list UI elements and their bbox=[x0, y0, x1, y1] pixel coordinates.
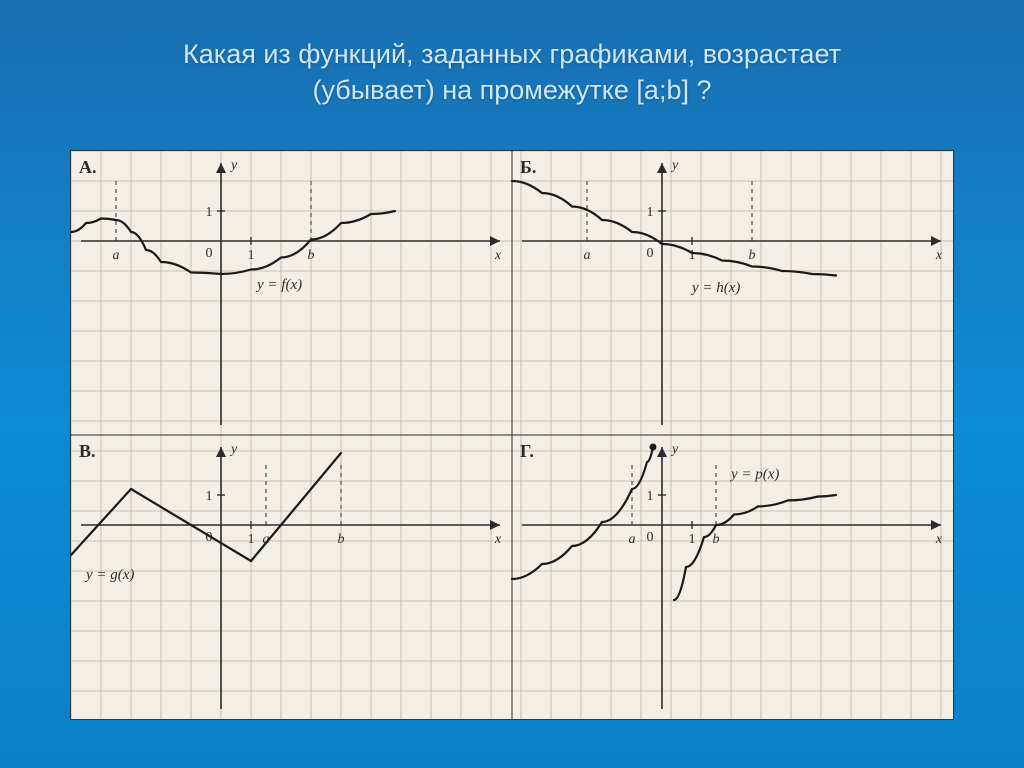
svg-text:0: 0 bbox=[206, 246, 213, 261]
svg-text:y = h(x): y = h(x) bbox=[690, 280, 740, 296]
svg-text:y = p(x): y = p(x) bbox=[729, 467, 779, 483]
svg-text:y: y bbox=[670, 442, 679, 457]
svg-text:1: 1 bbox=[689, 248, 696, 263]
svg-text:x: x bbox=[935, 532, 943, 547]
svg-text:1: 1 bbox=[206, 489, 213, 504]
svg-text:1: 1 bbox=[248, 532, 255, 547]
svg-text:a: a bbox=[584, 248, 591, 263]
svg-text:y = f(x): y = f(x) bbox=[255, 277, 302, 293]
svg-text:А.: А. bbox=[79, 157, 97, 177]
svg-text:1: 1 bbox=[206, 205, 213, 220]
title-line-2: (убывает) на промежутке [a;b] ? bbox=[313, 75, 712, 105]
svg-text:x: x bbox=[935, 248, 943, 263]
svg-text:Б.: Б. bbox=[520, 157, 536, 177]
svg-text:Г.: Г. bbox=[520, 441, 534, 461]
svg-text:a: a bbox=[629, 532, 636, 547]
svg-text:b: b bbox=[338, 532, 345, 547]
svg-text:1: 1 bbox=[647, 205, 654, 220]
svg-text:В.: В. bbox=[79, 441, 96, 461]
svg-text:b: b bbox=[713, 532, 720, 547]
svg-text:1: 1 bbox=[689, 532, 696, 547]
svg-text:y: y bbox=[229, 158, 238, 173]
svg-text:1: 1 bbox=[647, 489, 654, 504]
svg-text:y = g(x): y = g(x) bbox=[84, 567, 134, 583]
svg-text:y: y bbox=[229, 442, 238, 457]
svg-text:b: b bbox=[749, 248, 756, 263]
svg-text:0: 0 bbox=[647, 246, 654, 261]
svg-text:b: b bbox=[308, 248, 315, 263]
svg-text:0: 0 bbox=[647, 530, 654, 545]
svg-text:1: 1 bbox=[248, 248, 255, 263]
svg-text:x: x bbox=[494, 248, 502, 263]
svg-text:y: y bbox=[670, 158, 679, 173]
graphs-panel: А. x y 0 1 1 a b y = f(x) Б. x y 0 1 1 a b y = h(x) В. x y 0 1… bbox=[70, 150, 954, 720]
graph-sheet: А. x y 0 1 1 a b y = f(x) Б. x y 0 1 1 a b y = h(x) В. x y 0 1… bbox=[71, 151, 953, 719]
svg-text:a: a bbox=[113, 248, 120, 263]
title-line-1: Какая из функций, заданных графиками, во… bbox=[183, 39, 841, 69]
svg-text:x: x bbox=[494, 532, 502, 547]
slide-title: Какая из функций, заданных графиками, во… bbox=[0, 0, 1024, 135]
